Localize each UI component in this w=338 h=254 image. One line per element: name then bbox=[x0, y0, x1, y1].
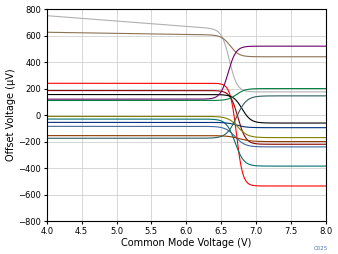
Text: C025: C025 bbox=[314, 246, 328, 251]
X-axis label: Common Mode Voltage (V): Common Mode Voltage (V) bbox=[121, 239, 251, 248]
Y-axis label: Offset Voltage (μV): Offset Voltage (μV) bbox=[5, 69, 16, 161]
